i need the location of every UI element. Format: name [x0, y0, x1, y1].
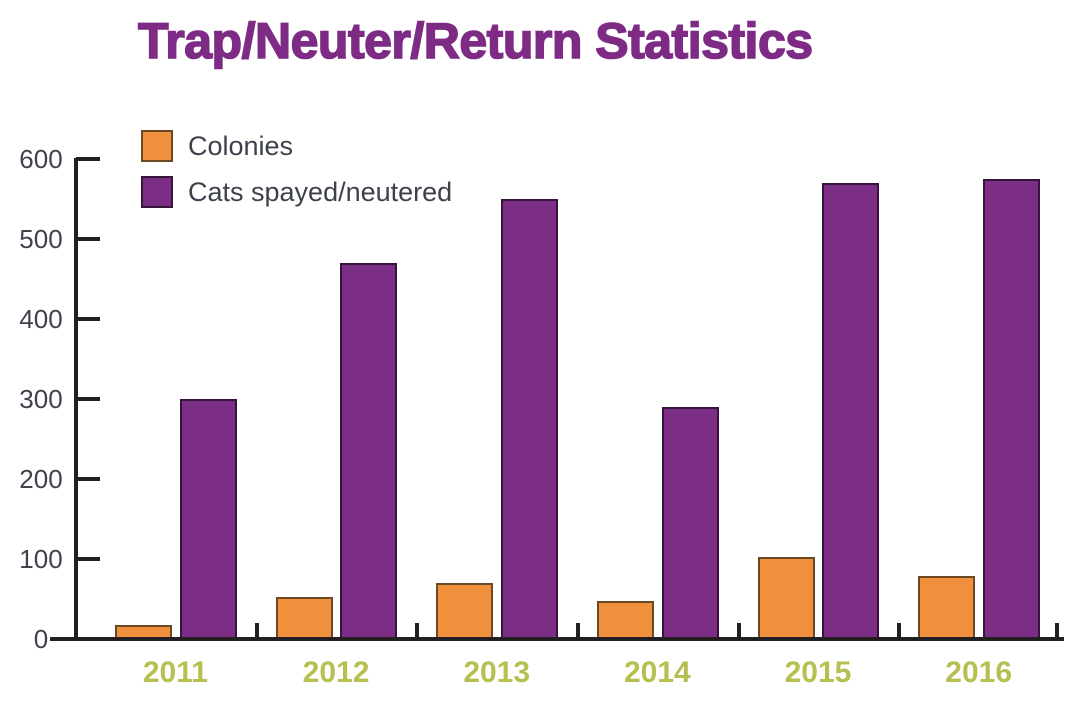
bar-colonies-2015: [757, 557, 815, 639]
bar-colonies-2014: [596, 600, 654, 639]
y-tick-label: 600: [19, 144, 63, 174]
x-tick-separator: [254, 623, 259, 637]
y-tick-600: [76, 157, 100, 161]
y-tick-200: [76, 477, 100, 481]
bar-colonies-2016: [918, 575, 976, 639]
y-tick-500: [76, 237, 100, 241]
y-tick-label: 400: [19, 304, 63, 334]
x-tick-separator: [576, 623, 581, 637]
legend-label-colonies: Colonies: [188, 130, 294, 161]
x-tick-separator: [415, 623, 420, 637]
x-tick-separator: [736, 623, 741, 637]
y-tick-300: [76, 397, 100, 401]
bar-colonies-2013: [436, 583, 494, 639]
y-tick-label: 300: [19, 384, 63, 414]
bar-cats-2015: [822, 183, 880, 639]
bar-colonies-2012: [275, 597, 333, 639]
x-label-2011: 2011: [142, 656, 208, 689]
x-axis-line: [50, 637, 1064, 641]
x-label-2013: 2013: [463, 656, 531, 689]
legend-swatch-colonies: [141, 130, 173, 162]
x-label-2015: 2015: [784, 656, 852, 689]
y-tick-label: 0: [33, 624, 49, 654]
bar-cats-2013: [500, 199, 558, 639]
y-tick-label: 500: [19, 224, 63, 254]
y-tick-400: [76, 317, 100, 321]
bar-cats-2014: [661, 407, 719, 639]
bar-cats-2012: [340, 263, 398, 639]
x-tick-end: [1055, 623, 1059, 637]
y-tick-label: 200: [19, 464, 63, 494]
legend-item-cats: Cats spayed/neutered: [141, 176, 452, 208]
legend-item-colonies: Colonies: [141, 130, 452, 162]
chart-legend: Colonies Cats spayed/neutered: [141, 130, 452, 222]
legend-label-cats: Cats spayed/neutered: [188, 176, 453, 207]
y-tick-100: [76, 557, 100, 561]
bar-cats-2016: [982, 179, 1040, 639]
chart-title: Trap/Neuter/Return Statistics: [137, 12, 814, 70]
x-label-2016: 2016: [945, 656, 1013, 689]
x-tick-separator: [897, 623, 902, 637]
legend-swatch-cats: [141, 176, 173, 208]
x-label-2014: 2014: [623, 656, 691, 689]
y-tick-label: 100: [19, 544, 63, 574]
x-label-2012: 2012: [302, 656, 370, 689]
bar-cats-2011: [179, 399, 237, 639]
